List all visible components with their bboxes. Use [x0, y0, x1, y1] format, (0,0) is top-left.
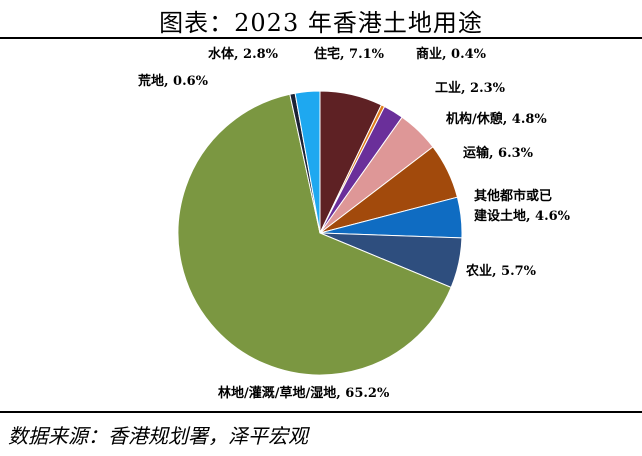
source-note: 数据来源：香港规划署，泽平宏观: [8, 424, 308, 448]
slice-label: 机构/休憩, 4.8%: [446, 111, 547, 127]
slice-label: 林地/灌溉/草地/湿地, 65.2%: [218, 385, 390, 401]
pie-slice: [294, 90, 321, 234]
bottom-rule: [0, 411, 642, 413]
slice-label: 农业, 5.7%: [465, 263, 537, 279]
slice-label: 商业, 0.4%: [416, 46, 487, 62]
slice-label: 工业, 2.3%: [435, 80, 506, 96]
chart-title: 图表：2023 年香港土地用途: [159, 9, 483, 37]
top-rule: [0, 37, 642, 39]
slice-label: 住宅, 7.1%: [314, 46, 385, 62]
slice-label: 荒地, 0.6%: [137, 73, 209, 89]
slice-label: 其他都市或已建设土地, 4.6%: [474, 188, 571, 224]
slice-label: 运输, 6.3%: [463, 145, 534, 161]
slice-label: 水体, 2.8%: [208, 46, 279, 62]
pie-slice: [177, 93, 452, 376]
